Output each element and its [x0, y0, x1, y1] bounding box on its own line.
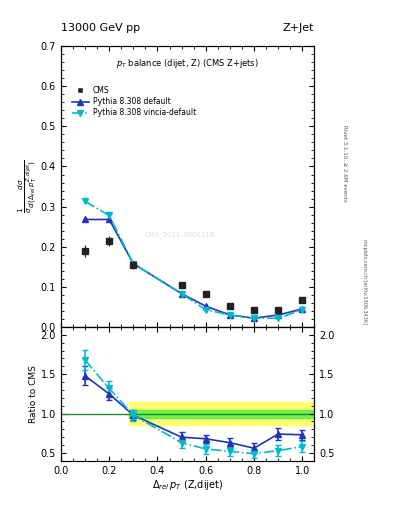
Y-axis label: $\frac{1}{\sigma}\frac{d\sigma}{d(\Delta_{rel}\,p_T^{Z,dijet})}$: $\frac{1}{\sigma}\frac{d\sigma}{d(\Delta… [17, 160, 39, 214]
Text: Rivet 3.1.10, ≥ 2.6M events: Rivet 3.1.10, ≥ 2.6M events [342, 125, 347, 202]
Pythia 8.308 default [276, 312, 281, 318]
Y-axis label: Ratio to CMS: Ratio to CMS [29, 365, 38, 423]
Pythia 8.308 default [228, 312, 232, 318]
Text: $p_T$ balance (dijet, Z) (CMS Z+jets): $p_T$ balance (dijet, Z) (CMS Z+jets) [116, 57, 259, 70]
Pythia 8.308 vincia-default [107, 212, 112, 219]
Pythia 8.308 default [204, 303, 208, 309]
Pythia 8.308 vincia-default [131, 261, 136, 267]
Text: CMS_2021-3006118: CMS_2021-3006118 [145, 231, 215, 238]
Pythia 8.308 default [252, 315, 256, 321]
Pythia 8.308 default [131, 261, 136, 267]
Pythia 8.308 vincia-default [179, 291, 184, 297]
X-axis label: $\Delta_{rel}\,p_T$ (Z,dijet): $\Delta_{rel}\,p_T$ (Z,dijet) [152, 478, 223, 493]
Text: Z+Jet: Z+Jet [283, 23, 314, 33]
Pythia 8.308 vincia-default [300, 307, 305, 313]
Pythia 8.308 default [300, 306, 305, 312]
Text: 13000 GeV pp: 13000 GeV pp [61, 23, 140, 33]
Text: mcplots.cern.ch [arXiv:1306.3436]: mcplots.cern.ch [arXiv:1306.3436] [362, 239, 367, 324]
Bar [129, 402, 314, 425]
Line: Pythia 8.308 default: Pythia 8.308 default [82, 217, 305, 321]
Pythia 8.308 vincia-default [228, 312, 232, 318]
Line: Pythia 8.308 vincia-default: Pythia 8.308 vincia-default [82, 199, 305, 321]
Legend: CMS, Pythia 8.308 default, Pythia 8.308 vincia-default: CMS, Pythia 8.308 default, Pythia 8.308 … [70, 83, 198, 120]
Pythia 8.308 vincia-default [252, 315, 256, 321]
Pythia 8.308 default [179, 291, 184, 297]
Pythia 8.308 vincia-default [83, 198, 87, 204]
Pythia 8.308 vincia-default [276, 315, 281, 321]
Bar [129, 410, 314, 417]
Pythia 8.308 vincia-default [204, 307, 208, 313]
Pythia 8.308 default [83, 217, 87, 223]
Pythia 8.308 default [107, 217, 112, 223]
